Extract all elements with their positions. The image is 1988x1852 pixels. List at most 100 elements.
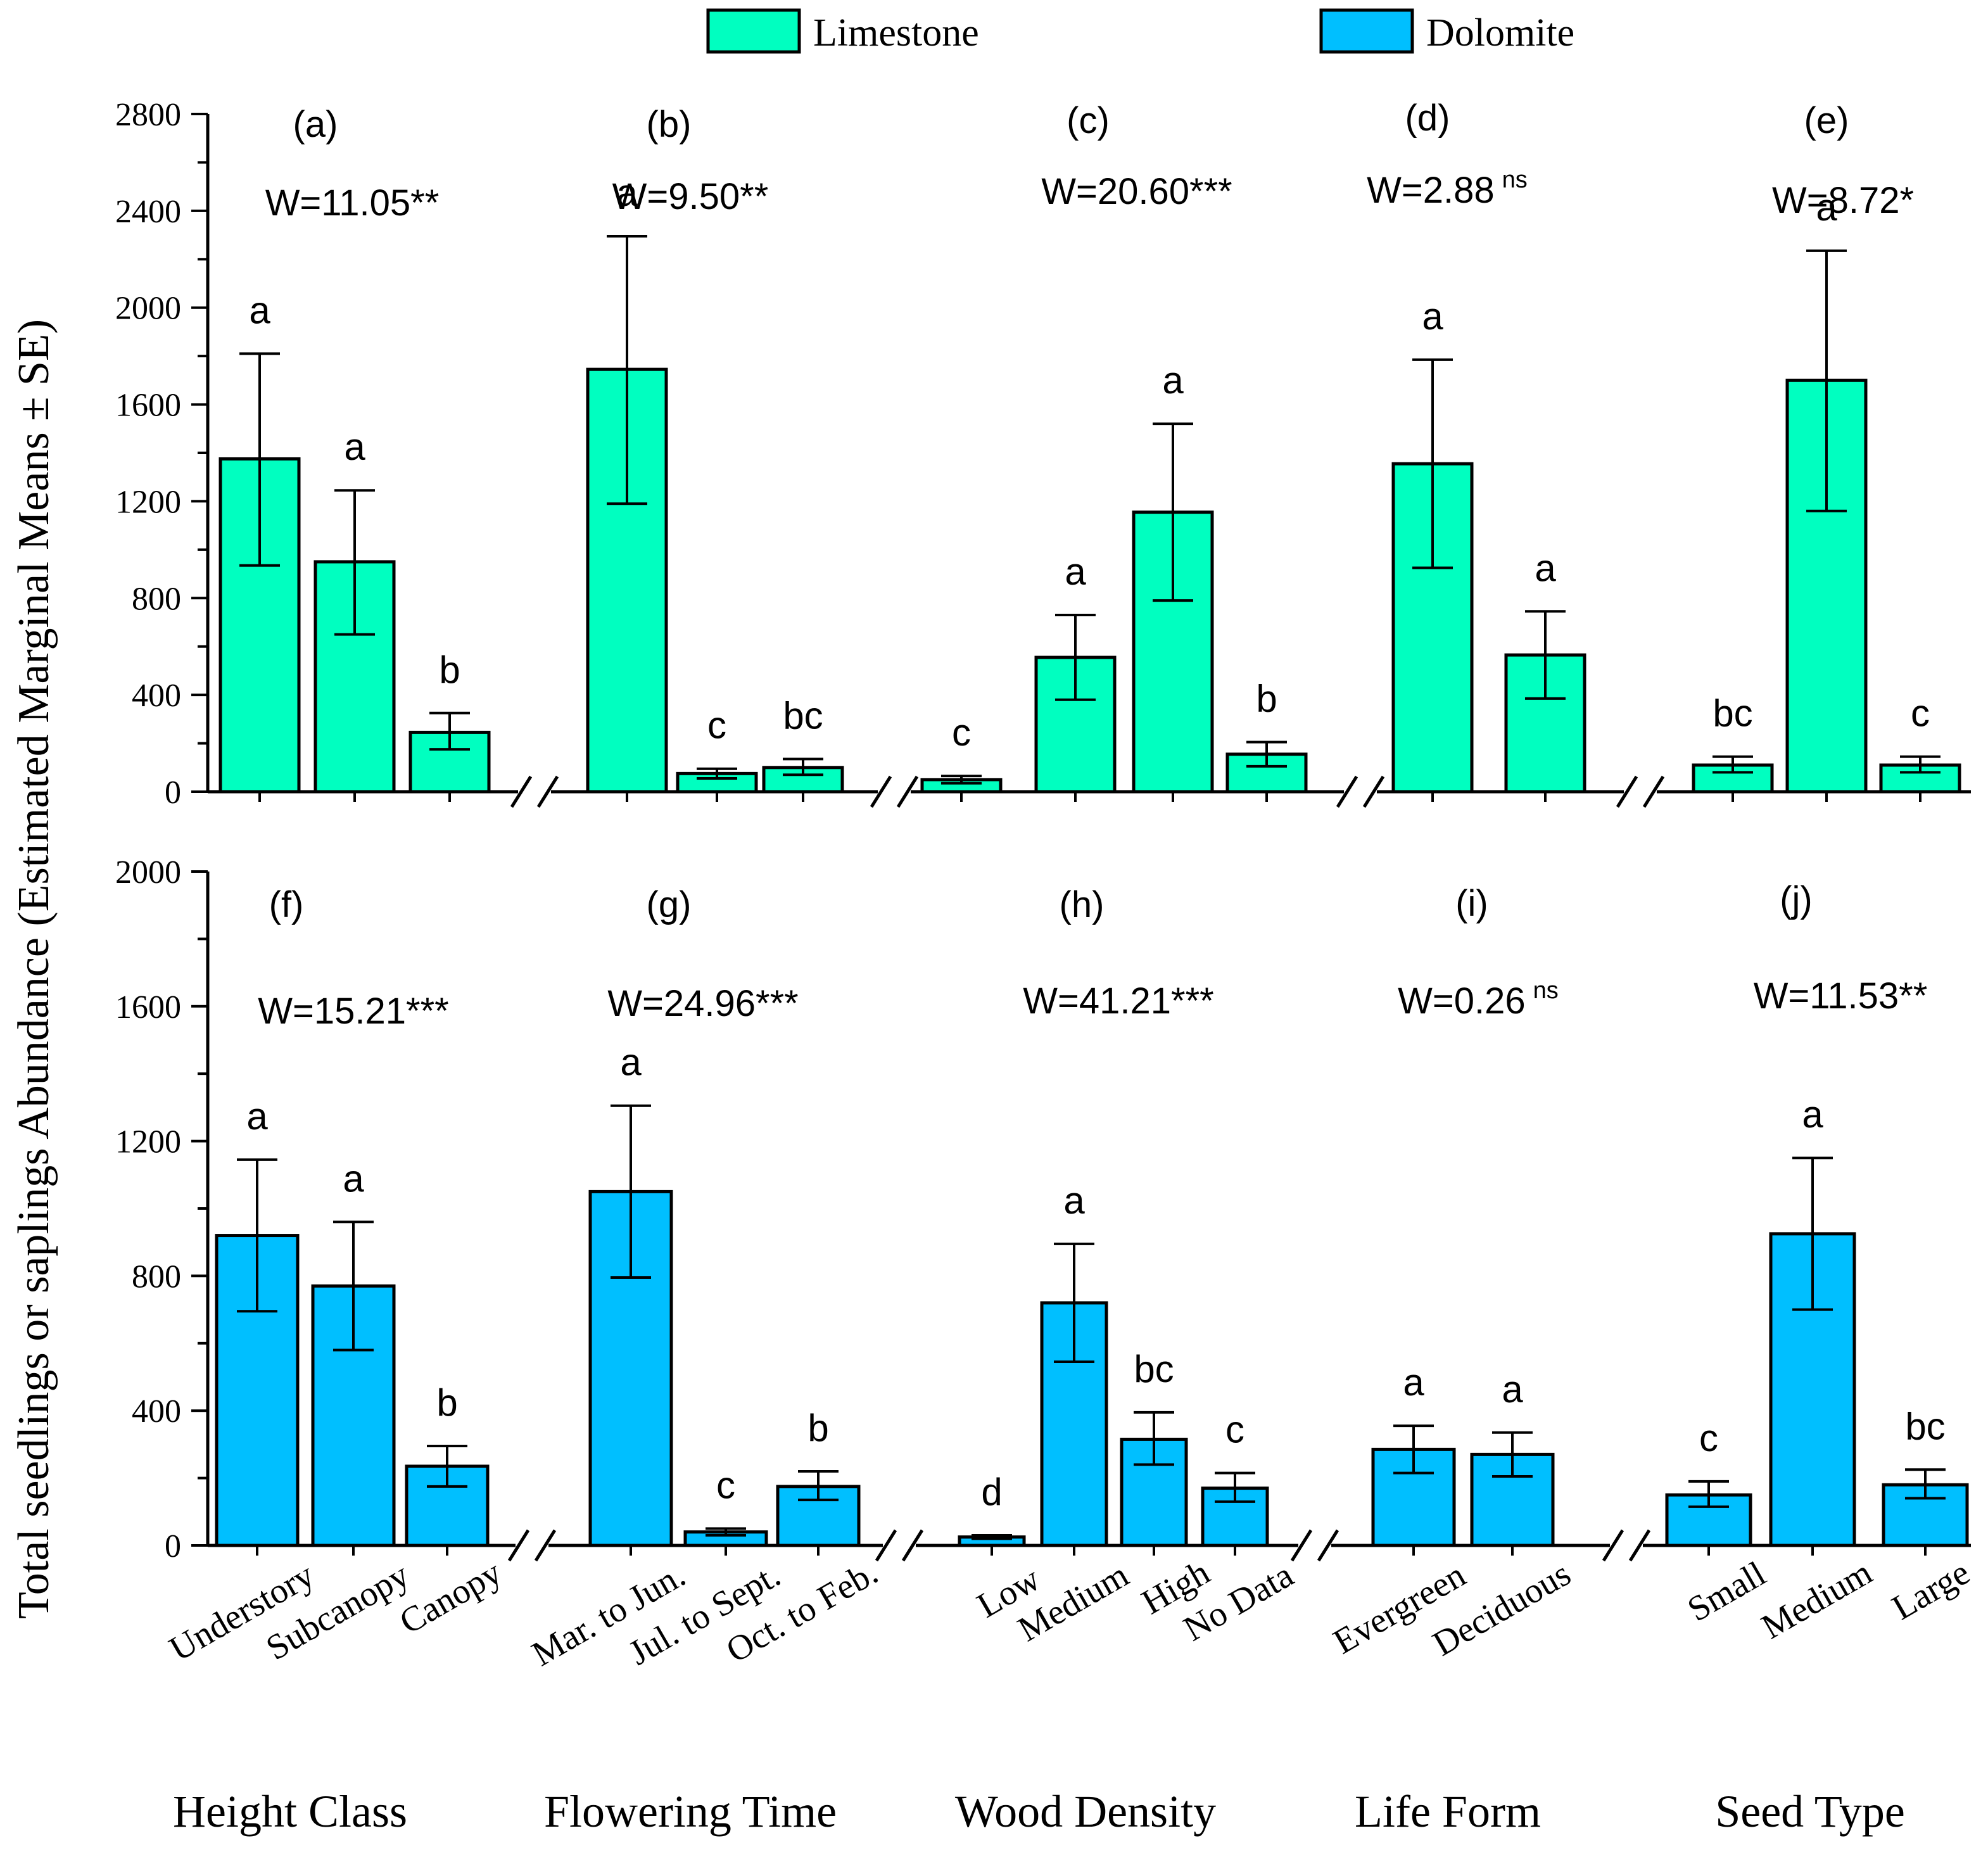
axis-break-mark [1336,775,1358,808]
y-tick-label: 0 [165,1528,181,1564]
group-title-seed-type: Seed Type [1715,1786,1905,1837]
w-statistic: W=20.60*** [1041,171,1232,212]
significance-letter: c [1911,692,1930,735]
x-category-label: Medium [1755,1553,1878,1647]
panel-label: (d) [1405,98,1450,139]
w-statistic-value: W=41.21 [1023,980,1171,1022]
y-tick-label: 1200 [115,484,181,520]
w-statistic-value: W=11.53 [1754,975,1899,1017]
axis-break-mark [1362,775,1385,808]
legend-label-limestone: Limestone [813,11,979,54]
axis-break-mark [1290,1529,1313,1562]
axis-break-mark [1602,1529,1624,1562]
y-tick-label: 400 [132,678,181,714]
w-statistic: W=0.26 ns [1398,977,1559,1022]
panel-label: (i) [1455,883,1488,924]
w-statistic-value: W=11.05 [265,182,410,224]
panel-label: (a) [293,104,338,145]
w-statistic: W=11.53** [1754,975,1928,1017]
significance-letter: b [439,649,460,691]
group-title-life-form: Life Form [1355,1786,1541,1837]
significance-letter: c [1225,1409,1244,1451]
significance-letter: b [807,1407,828,1449]
significance-letter: c [707,704,726,747]
x-category-label: Canopy [393,1553,509,1642]
group-title-flowering-time: Flowering Time [544,1786,837,1837]
y-tick-label: 1600 [115,989,181,1025]
significance-letter: d [981,1471,1002,1513]
significance-letter: c [952,711,971,754]
y-tick-label: 800 [132,581,181,617]
bar [676,771,758,794]
panel-label: (g) [647,884,692,925]
w-statistic-stars: * [1899,180,1914,221]
legend-label-dolomite: Dolomite [1426,11,1574,54]
significance-letter: bc [1134,1348,1174,1390]
group-title-wood-density: Wood Density [955,1786,1216,1837]
w-statistic: W=41.21*** [1023,980,1213,1022]
panel-label: (c) [1067,100,1110,141]
bar [1225,752,1308,794]
significance-letter: c [1699,1417,1718,1459]
axis-break-mark [534,1529,557,1562]
y-tick-label: 1600 [115,388,181,424]
significance-letter: a [1162,359,1184,402]
w-statistic-stars: *** [1189,171,1232,212]
w-statistic-stars: ** [1899,975,1927,1017]
panel-label: (b) [647,104,692,145]
y-tick-label: 400 [132,1393,181,1430]
axis-break-mark [875,1529,897,1562]
axis-break-mark [896,775,919,808]
axis-break-mark [1317,1529,1339,1562]
bottom-panel-dolomite: 0400800120016002000(f)W=15.21***aab(g)W=… [115,854,1971,1564]
significance-letter: bc [1713,692,1752,735]
significance-letter: c [716,1464,735,1506]
significance-letter: a [1063,1179,1085,1222]
significance-letter: a [344,426,365,468]
w-statistic-stars: ** [740,176,768,217]
w-statistic: W=24.96*** [607,983,798,1024]
significance-letter: bc [1905,1405,1945,1447]
w-statistic-value: W=9.50 [612,176,740,217]
significance-letter: a [1816,186,1837,229]
legend: Limestone Dolomite [706,8,1574,54]
legend-swatch-dolomite [1319,8,1414,54]
w-statistic-value: W=15.21 [258,991,406,1032]
w-statistic-value: W=24.96 [607,983,756,1024]
significance-letter: bc [783,694,823,737]
axis-break-mark [1642,775,1665,808]
axis-break-mark [870,775,892,808]
panel-label: (e) [1804,100,1849,141]
significance-letter: a [1535,547,1556,589]
significance-letter: b [436,1381,457,1424]
w-statistic: W=9.50** [612,176,769,217]
axis-break-mark [901,1529,924,1562]
legend-swatch-limestone [706,8,801,54]
w-statistic: W=8.72* [1772,180,1914,221]
w-statistic-ns: ns [1533,977,1559,1004]
panel-label: (h) [1060,884,1105,925]
axis-break-mark [1616,775,1638,808]
axis-break-mark [536,775,559,808]
y-axis-title: Total seedlings or saplings Abundance (E… [9,319,58,1619]
significance-letter: a [1502,1368,1523,1411]
y-tick-label: 800 [132,1259,181,1295]
significance-letter: a [616,172,638,214]
w-statistic: W=15.21*** [258,991,448,1032]
significance-letter: a [1403,1361,1424,1404]
w-statistic-ns: ns [1502,167,1528,193]
y-tick-label: 2000 [115,854,181,891]
w-statistic: W=2.88 ns [1367,167,1528,211]
panel-label: (f) [269,884,304,925]
significance-letter: b [1256,678,1277,720]
y-tick-label: 2400 [115,194,181,230]
w-statistic-stars: *** [1171,980,1214,1022]
axis-break-mark [510,775,533,808]
w-statistic: W=11.05** [265,182,440,224]
y-tick-label: 2000 [115,291,181,327]
significance-letter: a [1802,1093,1823,1136]
y-tick-label: 1200 [115,1124,181,1160]
axis-break-mark [507,1529,530,1562]
